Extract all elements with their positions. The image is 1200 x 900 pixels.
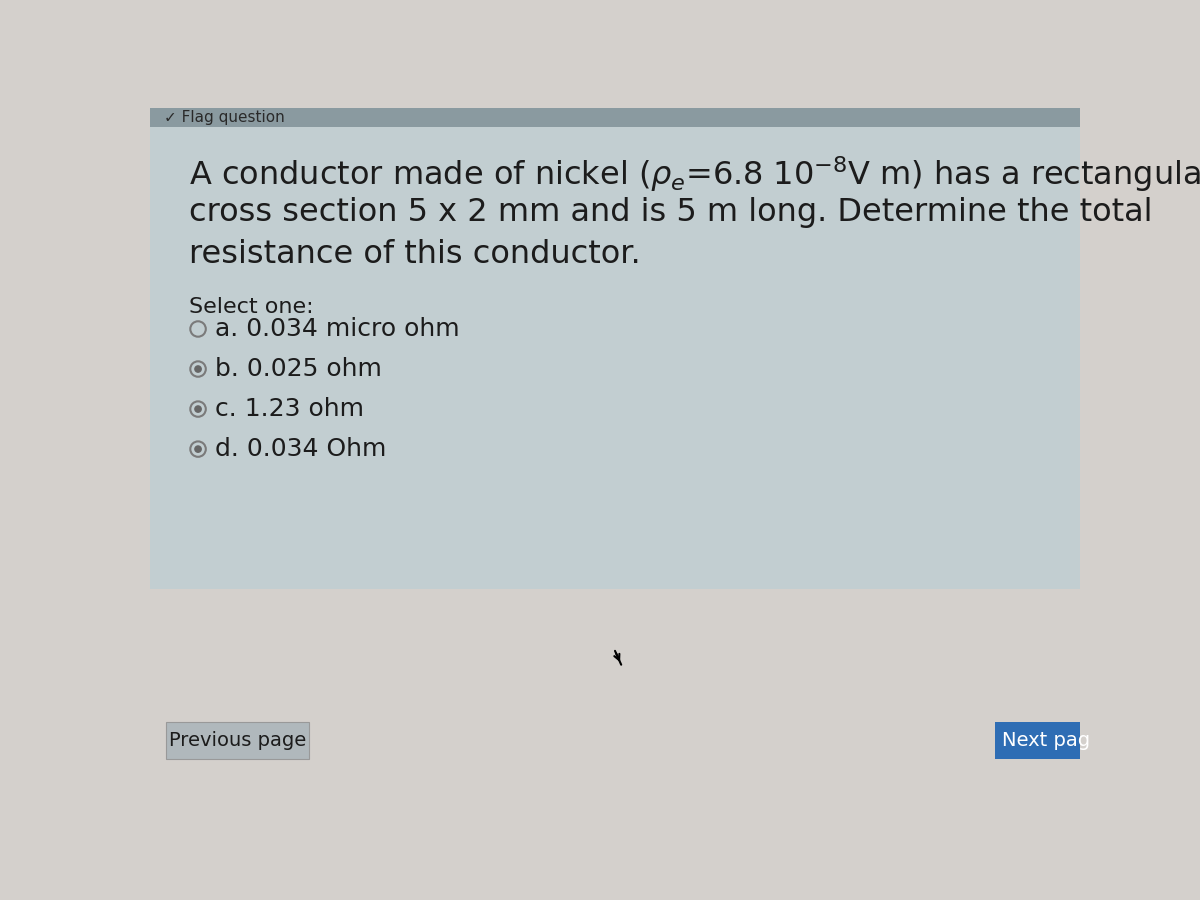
Text: d. 0.034 Ohm: d. 0.034 Ohm [215,437,386,461]
Text: A conductor made of nickel ($\rho_e$=6.8 10$^{-8}$V m) has a rectangular: A conductor made of nickel ($\rho_e$=6.8… [188,154,1200,194]
Text: cross section 5 x 2 mm and is 5 m long. Determine the total: cross section 5 x 2 mm and is 5 m long. … [188,196,1152,228]
Circle shape [194,365,202,373]
Text: a. 0.034 micro ohm: a. 0.034 micro ohm [215,317,460,341]
Circle shape [194,405,202,413]
FancyBboxPatch shape [995,722,1096,759]
Text: b. 0.025 ohm: b. 0.025 ohm [215,357,382,381]
Text: resistance of this conductor.: resistance of this conductor. [188,238,641,270]
Text: c. 1.23 ohm: c. 1.23 ohm [215,397,364,421]
Text: Select one:: Select one: [188,297,313,317]
Text: Next pag: Next pag [1002,731,1091,750]
Text: Previous page: Previous page [168,731,306,750]
FancyBboxPatch shape [166,722,308,759]
Text: ✓ Flag question: ✓ Flag question [164,110,284,125]
FancyBboxPatch shape [150,127,1080,590]
FancyBboxPatch shape [150,108,1080,127]
FancyBboxPatch shape [150,127,1080,801]
Circle shape [194,446,202,453]
